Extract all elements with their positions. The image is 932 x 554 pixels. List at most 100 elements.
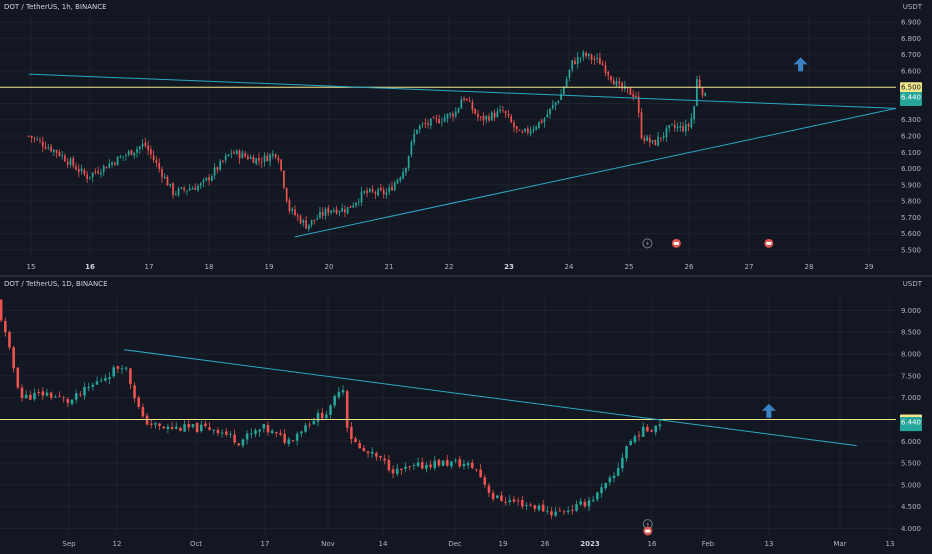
candle-body [91,384,95,387]
y-tick-label: 6.600 [901,67,921,75]
candle-body [254,430,257,434]
candle-body [305,220,307,229]
y-tick-label: 5.900 [901,181,921,189]
candle-body [133,385,136,399]
candle-body [596,57,598,59]
flag-inner-icon [673,241,679,245]
candle-body [102,165,105,172]
candle-body [557,101,560,103]
candle-body [651,140,654,142]
x-tick-label: 29 [865,263,874,271]
candle-body [529,130,532,134]
candle-body [294,209,296,216]
price-unit-label: USDT [902,280,922,288]
candle-body [355,202,357,206]
daily-candlestick-chart[interactable]: 9.0008.5008.0007.5007.0006.5006.0005.500… [0,277,932,550]
candle-body [671,124,673,126]
candle-body [566,510,570,513]
candle-body [16,367,20,388]
candle-body [79,394,82,396]
candle-body [382,189,385,195]
candle-body [349,205,352,208]
candle-body [129,368,132,385]
candle-body [216,430,220,433]
candle-body [551,104,554,109]
candle-body [658,424,662,427]
candle-body [237,443,241,446]
candle-body [433,460,437,469]
candle-body [420,462,424,469]
candle-body [540,120,543,123]
candle-body [69,159,72,165]
candle-body [507,113,510,116]
hourly-chart-panel[interactable]: DOT / TetherUS, 1h, BINANCE USDT 6.900 6.… [0,0,932,276]
candle-body [521,500,524,507]
candle-body [601,63,604,66]
candle-body [250,433,253,435]
trendline [124,349,857,447]
candle-body [108,163,111,168]
candle-body [120,368,124,370]
candle-body [516,500,520,502]
chart-legend[interactable]: DOT / TetherUS, 1h, BINANCE [4,3,107,11]
candle-body [496,495,499,498]
candle-body [283,170,285,188]
candle-body [39,140,41,141]
candle-body [66,399,70,403]
chart-legend[interactable]: DOT / TetherUS, 1D, BINANCE [4,280,108,288]
candle-body [245,433,249,440]
candle-body [144,142,147,146]
flag-inner-icon [645,529,651,533]
candle-body [54,396,57,398]
candle-body [532,128,535,131]
candle-body [608,477,612,483]
candle-body [471,102,474,111]
hourly-candlestick-chart[interactable]: 6.9006.8006.7006.6006.5006.4006.3006.200… [0,0,932,276]
candle-body [412,464,416,466]
candle-body [33,392,36,400]
candle-body [4,320,7,333]
candle-body [285,187,288,201]
candle-body [460,99,463,109]
candle-body [335,209,338,214]
candle-body [427,123,429,125]
candle-body [204,423,207,427]
candle-body [416,129,418,134]
candle-body [466,99,468,101]
candle-body [225,431,228,435]
y-tick-label: 6.900 [901,19,921,27]
candle-body [646,426,649,432]
candle-body [174,193,177,195]
panel-divider[interactable] [0,275,932,277]
candle-body [515,126,518,130]
candle-body [693,106,696,120]
candle-body [52,149,55,152]
candle-body [202,180,205,183]
candle-body [161,169,163,178]
candle-body [99,380,103,382]
candle-body [325,414,328,419]
candle-body [337,391,341,398]
candle-body [329,405,332,415]
price-unit-label: USDT [902,3,922,11]
candle-body [443,117,446,122]
candle-body [650,430,653,432]
candle-body [660,137,662,139]
candle-body [441,460,445,466]
candle-body [424,123,427,125]
candle-body [358,443,361,449]
candle-body [535,127,538,130]
candle-body [395,468,399,474]
candle-body [0,299,3,321]
candle-body [50,146,52,152]
candle-body [119,156,122,158]
candle-body [327,208,330,213]
candle-body [432,117,435,119]
candle-body [379,456,382,458]
candle-body [310,219,313,226]
candle-body [62,397,65,399]
candle-body [585,52,587,57]
candle-body [377,189,380,196]
daily-chart-panel[interactable]: DOT / TetherUS, 1D, BINANCE USDT 9.000 8.… [0,277,932,550]
candle-body [673,124,676,128]
